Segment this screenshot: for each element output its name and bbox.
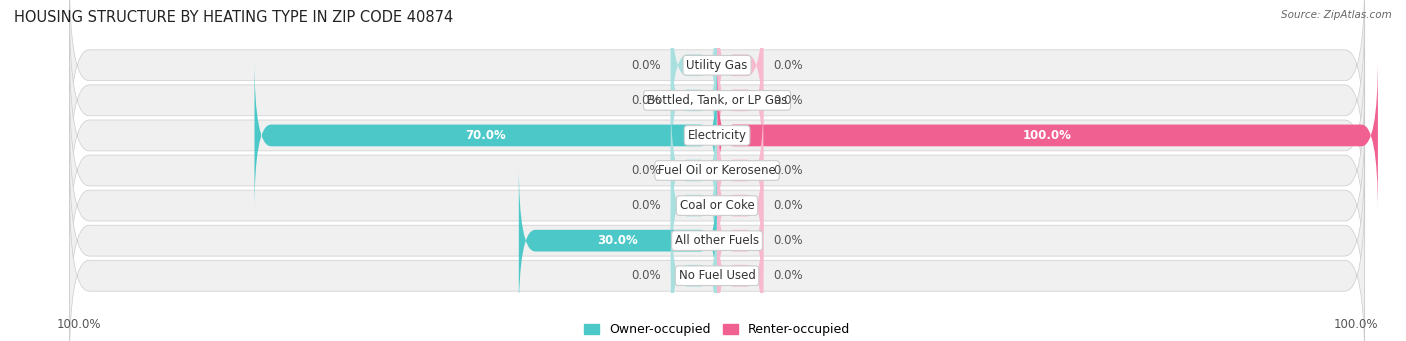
FancyBboxPatch shape — [717, 164, 763, 317]
Text: HOUSING STRUCTURE BY HEATING TYPE IN ZIP CODE 40874: HOUSING STRUCTURE BY HEATING TYPE IN ZIP… — [14, 10, 453, 25]
Text: Fuel Oil or Kerosene: Fuel Oil or Kerosene — [658, 164, 776, 177]
Text: Coal or Coke: Coal or Coke — [679, 199, 755, 212]
FancyBboxPatch shape — [69, 46, 1365, 225]
FancyBboxPatch shape — [717, 94, 763, 247]
Text: 0.0%: 0.0% — [773, 59, 803, 72]
Text: 0.0%: 0.0% — [631, 199, 661, 212]
Text: 0.0%: 0.0% — [773, 199, 803, 212]
Text: Source: ZipAtlas.com: Source: ZipAtlas.com — [1281, 10, 1392, 20]
Text: 0.0%: 0.0% — [773, 234, 803, 247]
Text: Bottled, Tank, or LP Gas: Bottled, Tank, or LP Gas — [647, 94, 787, 107]
Text: 30.0%: 30.0% — [598, 234, 638, 247]
Text: 0.0%: 0.0% — [773, 269, 803, 282]
Text: 0.0%: 0.0% — [631, 59, 661, 72]
FancyBboxPatch shape — [69, 11, 1365, 190]
Text: Utility Gas: Utility Gas — [686, 59, 748, 72]
FancyBboxPatch shape — [69, 151, 1365, 330]
Text: 0.0%: 0.0% — [631, 94, 661, 107]
FancyBboxPatch shape — [254, 59, 717, 212]
FancyBboxPatch shape — [69, 81, 1365, 260]
FancyBboxPatch shape — [717, 129, 763, 282]
Text: 0.0%: 0.0% — [631, 164, 661, 177]
Text: 0.0%: 0.0% — [773, 164, 803, 177]
FancyBboxPatch shape — [717, 199, 763, 341]
FancyBboxPatch shape — [69, 0, 1365, 155]
Text: 0.0%: 0.0% — [773, 94, 803, 107]
FancyBboxPatch shape — [671, 94, 717, 247]
Text: 100.0%: 100.0% — [1333, 318, 1378, 331]
FancyBboxPatch shape — [717, 24, 763, 177]
FancyBboxPatch shape — [671, 0, 717, 142]
Text: 100.0%: 100.0% — [56, 318, 101, 331]
FancyBboxPatch shape — [671, 24, 717, 177]
FancyBboxPatch shape — [69, 116, 1365, 295]
FancyBboxPatch shape — [671, 129, 717, 282]
FancyBboxPatch shape — [717, 59, 1378, 212]
FancyBboxPatch shape — [519, 164, 717, 317]
Legend: Owner-occupied, Renter-occupied: Owner-occupied, Renter-occupied — [579, 318, 855, 341]
Text: Electricity: Electricity — [688, 129, 747, 142]
Text: No Fuel Used: No Fuel Used — [679, 269, 755, 282]
FancyBboxPatch shape — [69, 186, 1365, 341]
Text: 70.0%: 70.0% — [465, 129, 506, 142]
FancyBboxPatch shape — [717, 0, 763, 142]
Text: 100.0%: 100.0% — [1024, 129, 1071, 142]
FancyBboxPatch shape — [671, 199, 717, 341]
Text: All other Fuels: All other Fuels — [675, 234, 759, 247]
Text: 0.0%: 0.0% — [631, 269, 661, 282]
